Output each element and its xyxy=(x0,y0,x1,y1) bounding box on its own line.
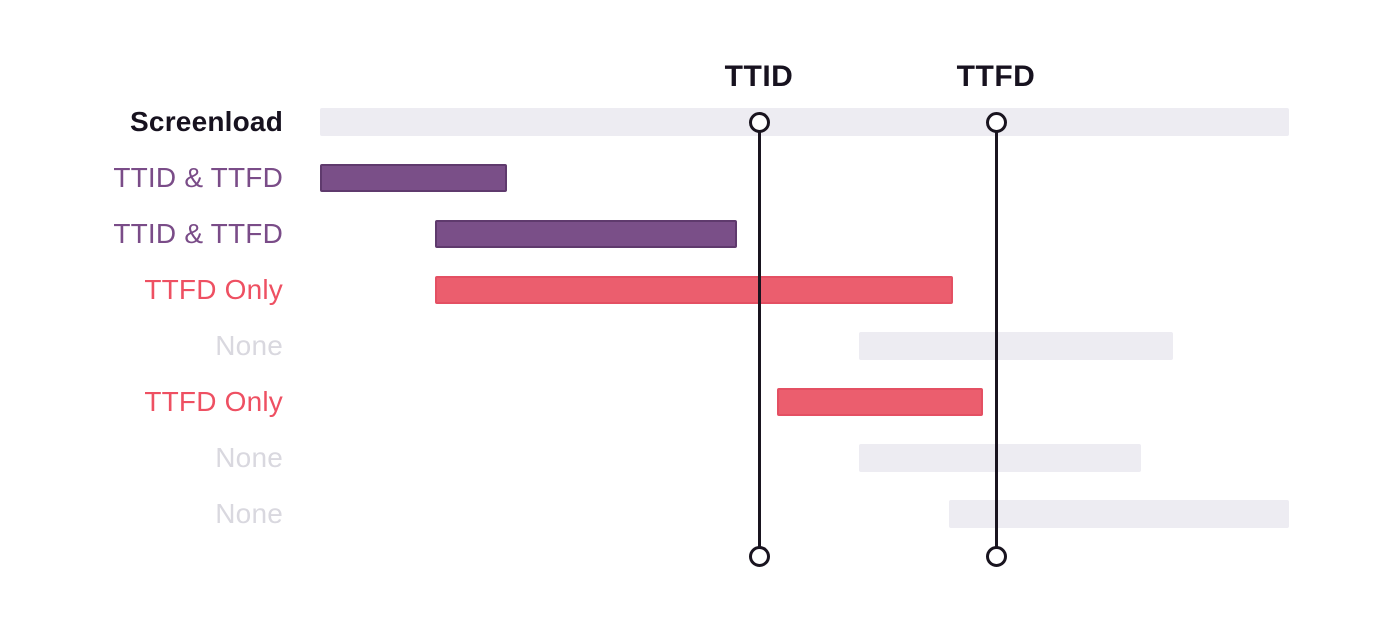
row-none-3: None xyxy=(0,500,1400,528)
ttid-marker-bottom-circle-icon xyxy=(748,545,770,567)
row-label-none-1: None xyxy=(215,330,283,361)
row-ttfd-only-1: TTFD Only xyxy=(0,276,1400,304)
row-none-1: None xyxy=(0,332,1400,360)
row-label-screenload: Screenload xyxy=(130,106,283,137)
row-label-ttfd-only-2: TTFD Only xyxy=(144,386,283,417)
row-none-2: None xyxy=(0,444,1400,472)
ttid-marker-line xyxy=(757,122,761,556)
row-ttfd-only-2: TTFD Only xyxy=(0,388,1400,416)
ttid-ttfd-span-bar-2 xyxy=(435,220,737,248)
screenload-track-bar xyxy=(320,108,1289,136)
none-span-bar-3 xyxy=(949,500,1289,528)
row-ttid-ttfd-1: TTID & TTFD xyxy=(0,164,1400,192)
ttfd-marker-top-circle-icon xyxy=(985,111,1007,133)
row-screenload: Screenload xyxy=(0,108,1400,136)
row-label-ttid-ttfd-1: TTID & TTFD xyxy=(113,162,283,193)
ttfd-only-span-bar-1 xyxy=(435,276,953,304)
ttid-ttfd-span-bar-1 xyxy=(320,164,507,192)
row-ttid-ttfd-2: TTID & TTFD xyxy=(0,220,1400,248)
row-label-ttid-ttfd-2: TTID & TTFD xyxy=(113,218,283,249)
none-span-bar-2 xyxy=(859,444,1141,472)
row-label-none-2: None xyxy=(215,442,283,473)
none-span-bar-1 xyxy=(859,332,1173,360)
row-label-ttfd-only-1: TTFD Only xyxy=(144,274,283,305)
row-label-none-3: None xyxy=(215,498,283,529)
ttfd-marker-label: TTFD xyxy=(956,60,1036,93)
ttid-marker-label: TTID xyxy=(724,60,794,93)
ttfd-marker-bottom-circle-icon xyxy=(985,545,1007,567)
ttfd-only-span-bar-2 xyxy=(777,388,983,416)
ttid-marker-top-circle-icon xyxy=(748,111,770,133)
ttfd-marker-line xyxy=(994,122,998,556)
